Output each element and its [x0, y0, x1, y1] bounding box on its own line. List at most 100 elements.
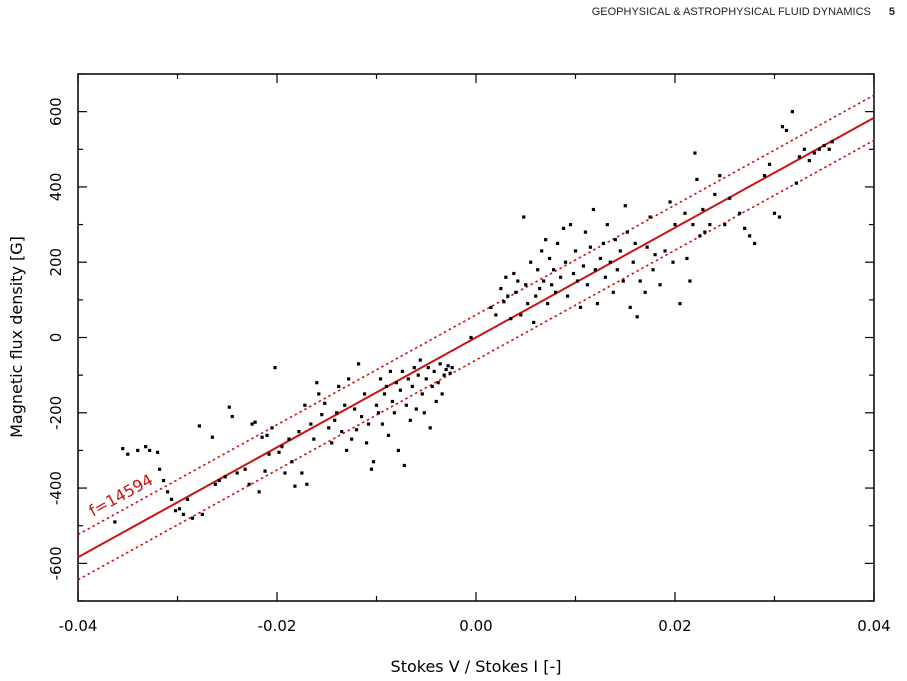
data-point	[628, 305, 632, 309]
data-point	[807, 158, 811, 163]
data-point	[581, 264, 586, 268]
data-point	[434, 399, 438, 404]
data-point	[540, 249, 544, 253]
data-point	[121, 446, 125, 451]
data-point	[148, 448, 152, 453]
data-point	[330, 441, 334, 445]
data-point	[753, 241, 757, 245]
data-points	[113, 110, 834, 524]
x-tick-label: 0.00	[459, 617, 492, 635]
data-point	[601, 241, 605, 245]
data-point	[748, 234, 752, 238]
data-point	[827, 147, 831, 151]
data-point	[723, 222, 727, 227]
data-point	[432, 369, 436, 373]
data-point	[424, 377, 428, 381]
data-point	[300, 471, 304, 475]
data-point	[287, 437, 291, 441]
data-point	[542, 279, 546, 283]
data-point	[514, 290, 518, 294]
data-point	[695, 177, 699, 181]
data-point	[200, 512, 204, 517]
data-point	[213, 482, 217, 486]
data-point	[227, 405, 231, 409]
data-point	[364, 441, 369, 445]
data-point	[668, 200, 672, 204]
y-tick-label: -200	[47, 396, 65, 430]
data-point	[420, 392, 424, 396]
data-point	[247, 482, 251, 486]
data-point	[812, 151, 816, 155]
data-point	[671, 260, 675, 264]
data-point	[623, 204, 627, 208]
data-point	[253, 420, 257, 424]
fit-line	[77, 116, 875, 559]
data-point	[685, 256, 689, 261]
data-point	[412, 366, 416, 370]
data-point	[396, 448, 400, 453]
data-point	[802, 147, 806, 151]
data-point	[780, 125, 785, 129]
data-point	[651, 268, 655, 272]
data-point	[506, 294, 510, 298]
data-point	[350, 437, 354, 441]
data-point	[257, 490, 261, 494]
data-point	[772, 211, 777, 215]
data-point	[767, 162, 772, 166]
data-point	[277, 450, 281, 454]
data-point	[144, 445, 148, 449]
data-point	[376, 411, 381, 415]
data-point	[762, 174, 767, 178]
y-tick-label: 600	[47, 97, 65, 126]
data-point	[263, 469, 267, 473]
data-point	[136, 448, 140, 453]
data-point	[688, 279, 692, 283]
data-point	[265, 433, 269, 437]
data-point	[378, 377, 383, 381]
data-point	[126, 452, 130, 456]
data-point	[790, 110, 795, 114]
data-point	[177, 507, 182, 511]
data-point	[305, 482, 309, 486]
data-point	[267, 452, 271, 456]
data-point	[230, 414, 234, 419]
data-point	[743, 226, 747, 230]
data-point	[380, 422, 385, 426]
data-point	[402, 463, 406, 468]
data-point	[573, 249, 578, 253]
data-point	[698, 234, 702, 238]
data-point	[529, 260, 533, 264]
data-point	[323, 401, 327, 405]
data-point	[469, 335, 473, 340]
data-point	[450, 366, 454, 370]
data-point	[822, 143, 826, 148]
data-point	[333, 418, 337, 422]
data-point	[653, 253, 657, 257]
data-point	[536, 268, 540, 272]
y-tick-label: 0	[47, 333, 65, 343]
data-point	[516, 279, 520, 283]
data-point	[297, 430, 301, 434]
data-point	[273, 366, 277, 370]
data-point	[374, 403, 379, 407]
data-point	[280, 445, 284, 449]
data-point	[526, 302, 530, 306]
data-point	[638, 279, 642, 283]
data-point	[691, 222, 695, 227]
x-axis-label: Stokes V / Stokes I [-]	[391, 657, 562, 676]
data-point	[534, 294, 538, 298]
data-point	[595, 302, 599, 306]
data-point	[260, 435, 264, 439]
data-point	[683, 211, 687, 215]
data-point	[830, 140, 834, 144]
data-point	[335, 411, 339, 415]
data-point	[678, 302, 682, 306]
data-point	[169, 497, 174, 501]
data-point	[524, 283, 528, 287]
data-point	[635, 315, 639, 319]
data-point	[315, 381, 319, 385]
data-point	[343, 403, 347, 407]
data-point	[392, 411, 397, 415]
data-point	[718, 174, 722, 178]
page-number: 5	[888, 6, 895, 18]
